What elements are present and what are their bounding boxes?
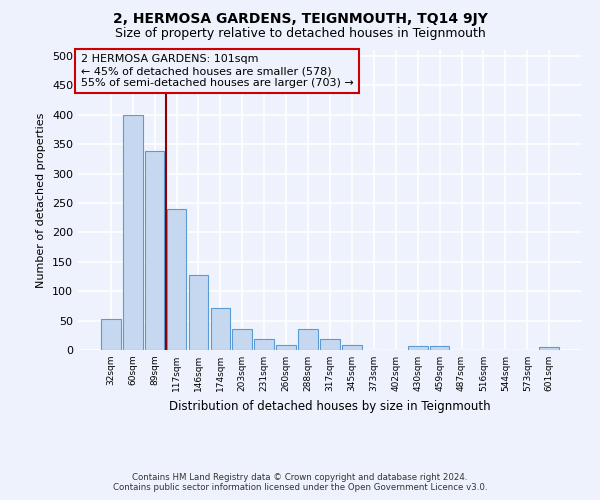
Bar: [188, 274, 208, 350]
Bar: [101, 320, 121, 350]
Text: Size of property relative to detached houses in Teignmouth: Size of property relative to detached ho…: [115, 28, 485, 40]
Bar: [211, 308, 230, 350]
Bar: [123, 114, 143, 350]
Y-axis label: Number of detached properties: Number of detached properties: [37, 112, 46, 288]
Text: 2, HERMOSA GARDENS, TEIGNMOUTH, TQ14 9JY: 2, HERMOSA GARDENS, TEIGNMOUTH, TQ14 9JY: [113, 12, 487, 26]
Bar: [342, 346, 362, 350]
Bar: [276, 346, 296, 350]
Bar: [320, 340, 340, 350]
Bar: [430, 346, 449, 350]
X-axis label: Distribution of detached houses by size in Teignmouth: Distribution of detached houses by size …: [169, 400, 491, 412]
Bar: [232, 330, 252, 350]
Bar: [539, 347, 559, 350]
Bar: [145, 151, 164, 350]
Bar: [408, 346, 428, 350]
Bar: [254, 340, 274, 350]
Text: Contains HM Land Registry data © Crown copyright and database right 2024.
Contai: Contains HM Land Registry data © Crown c…: [113, 473, 487, 492]
Bar: [167, 209, 187, 350]
Bar: [298, 330, 318, 350]
Text: 2 HERMOSA GARDENS: 101sqm
← 45% of detached houses are smaller (578)
55% of semi: 2 HERMOSA GARDENS: 101sqm ← 45% of detac…: [80, 54, 353, 88]
